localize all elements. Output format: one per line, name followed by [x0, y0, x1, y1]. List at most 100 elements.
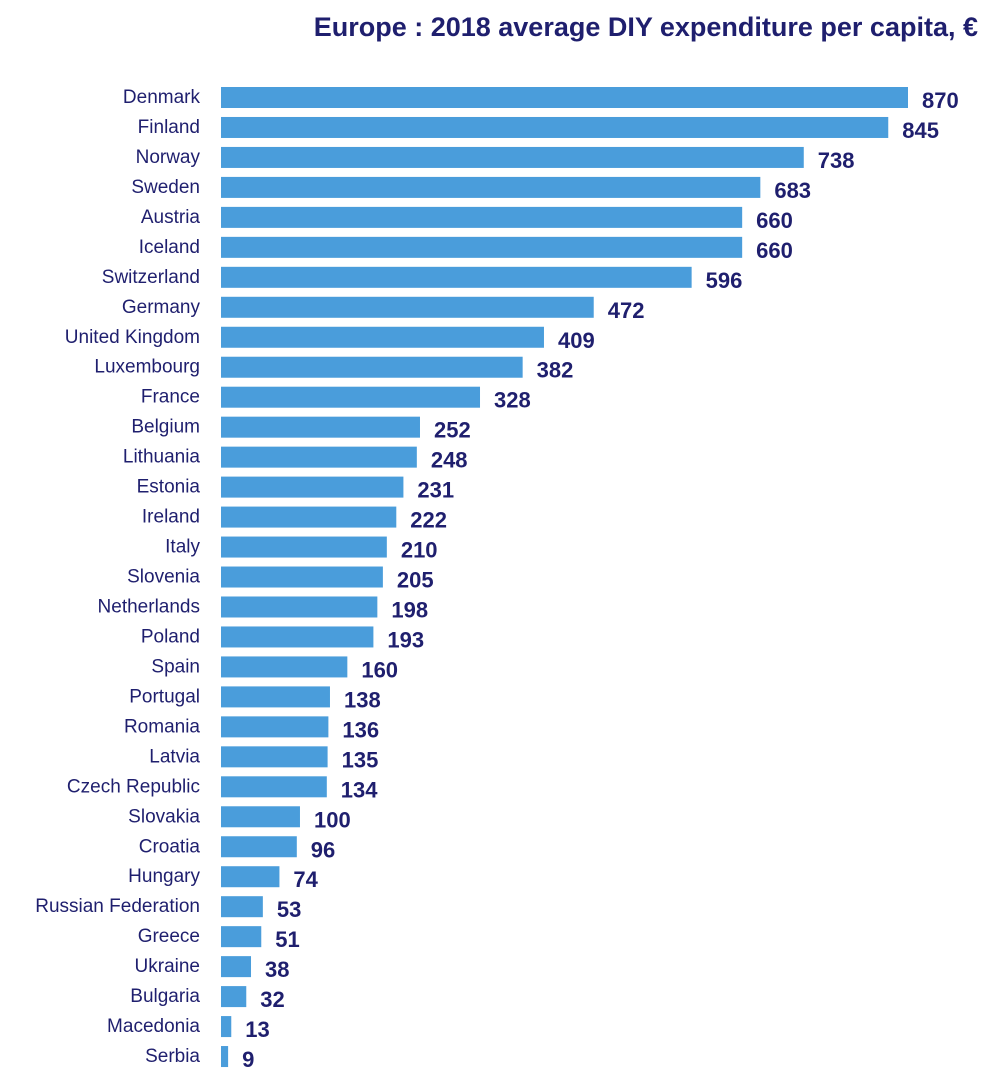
value-label: 136 [342, 717, 379, 742]
category-label: Spain [151, 656, 200, 677]
value-label: 74 [293, 867, 318, 892]
bar [221, 356, 523, 378]
bar [221, 656, 348, 678]
bar [221, 536, 387, 558]
value-label: 210 [401, 538, 438, 563]
category-label: Switzerland [102, 267, 200, 288]
value-label: 100 [314, 807, 351, 832]
bar [221, 806, 300, 828]
value-label: 472 [608, 298, 645, 323]
category-label: Denmark [123, 87, 201, 108]
category-label: Belgium [131, 417, 200, 438]
category-label: Netherlands [98, 596, 200, 617]
bar [221, 746, 328, 768]
value-label: 135 [342, 747, 379, 772]
bar [221, 926, 262, 948]
category-label: Slovakia [128, 806, 200, 827]
bar [221, 716, 329, 738]
category-label: Estonia [137, 477, 201, 498]
category-label: Croatia [139, 836, 201, 857]
bar [221, 326, 544, 348]
value-label: 198 [391, 597, 428, 622]
bar [221, 416, 420, 438]
category-label: Norway [136, 147, 201, 168]
bar [221, 116, 889, 138]
value-label: 193 [387, 627, 424, 652]
category-label: Hungary [128, 866, 200, 887]
value-label: 231 [417, 478, 454, 503]
category-label: Ireland [142, 507, 200, 528]
bar [221, 146, 804, 168]
category-label: Slovenia [127, 567, 200, 588]
value-label: 248 [431, 448, 468, 473]
bars-group [221, 87, 908, 1068]
bar [221, 236, 743, 258]
value-label: 51 [275, 927, 299, 952]
value-label: 160 [361, 657, 398, 682]
value-label: 660 [756, 208, 793, 233]
category-label: Sweden [131, 177, 200, 198]
value-label: 660 [756, 238, 793, 263]
value-label: 409 [558, 328, 595, 353]
category-label: Poland [141, 626, 200, 647]
bar [221, 87, 908, 108]
value-label: 382 [537, 358, 574, 383]
category-label: France [141, 387, 200, 408]
value-label: 252 [434, 418, 471, 443]
bar [221, 596, 378, 618]
category-label: Romania [124, 716, 200, 737]
category-label: United Kingdom [65, 327, 200, 348]
category-label: Macedonia [107, 1016, 200, 1037]
bar [221, 986, 247, 1008]
bar [221, 866, 280, 888]
bar [221, 506, 397, 528]
chart-title: Europe : 2018 average DIY expenditure pe… [313, 12, 978, 42]
category-label: Latvia [149, 746, 200, 767]
category-labels-group: Denmark Finland Norway Sweden Austria Iceland… [35, 87, 200, 1067]
category-label: Russian Federation [35, 896, 200, 917]
bar [221, 626, 374, 648]
value-label: 38 [265, 957, 289, 982]
value-label: 32 [260, 987, 284, 1012]
bar [221, 176, 761, 198]
category-label: Austria [141, 207, 201, 228]
category-label: Bulgaria [130, 986, 200, 1007]
bar [221, 956, 252, 978]
value-label: 138 [344, 687, 381, 712]
category-label: Serbia [145, 1046, 200, 1067]
value-label: 9 [242, 1047, 254, 1072]
category-label: Lithuania [123, 447, 201, 468]
value-label: 683 [774, 178, 811, 203]
category-label: Germany [122, 297, 201, 318]
bar [221, 686, 330, 708]
bar [221, 386, 481, 408]
category-label: Greece [138, 926, 200, 947]
bar [221, 1016, 232, 1038]
category-label: Ukraine [135, 956, 200, 977]
value-label: 13 [245, 1017, 269, 1042]
bar [221, 776, 327, 798]
value-label: 328 [494, 388, 531, 413]
category-label: Portugal [129, 686, 200, 707]
value-label: 738 [818, 148, 855, 173]
value-label: 134 [341, 777, 378, 802]
value-label: 596 [706, 268, 743, 293]
value-label: 53 [277, 897, 301, 922]
value-label: 870 [922, 88, 959, 113]
category-label: Finland [138, 117, 200, 138]
bar [221, 896, 263, 918]
bar [221, 1046, 229, 1068]
bar [221, 296, 594, 318]
category-label: Italy [165, 537, 200, 558]
bar [221, 266, 692, 288]
category-label: Czech Republic [67, 776, 200, 797]
category-label: Luxembourg [94, 357, 200, 378]
bar [221, 446, 417, 468]
value-label: 222 [410, 508, 447, 533]
category-label: Iceland [139, 237, 200, 258]
value-label: 845 [902, 118, 939, 143]
value-label: 205 [397, 568, 434, 593]
bar [221, 476, 404, 498]
